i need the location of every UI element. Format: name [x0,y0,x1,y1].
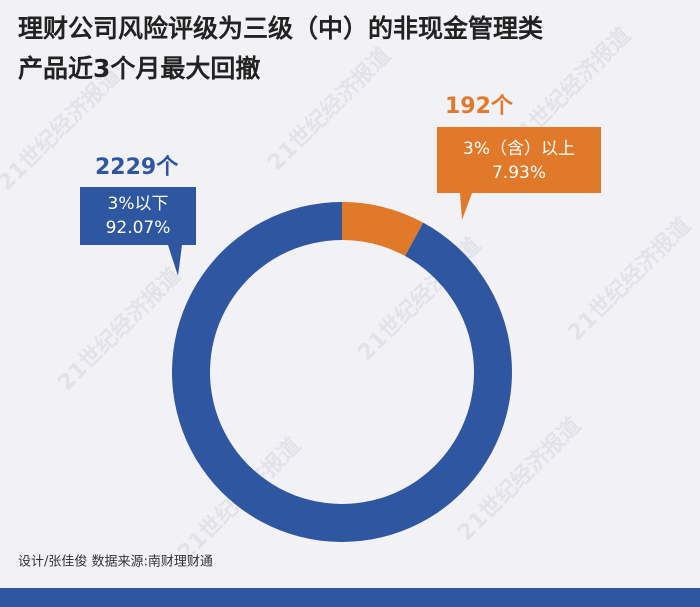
value-label: 7.93% [492,163,546,183]
callout-box [80,187,196,276]
count-label: 2229个 [95,155,179,180]
category-label: 3%以下 [108,194,169,214]
donut-segment [342,202,424,257]
footer: 设计/张佳俊 数据来源:南财理财通 [18,554,213,570]
callout-box [437,127,601,220]
value-label: 92.07% [106,218,171,238]
bottom-bar [0,588,700,607]
category-label: 3%（含）以上 [463,139,575,159]
count-label: 192个 [445,94,514,119]
chart-title: 理财公司风险评级为三级（中）的非现金管理类 [18,14,544,43]
chart-title: 产品近3个月最大回撤 [18,54,260,83]
